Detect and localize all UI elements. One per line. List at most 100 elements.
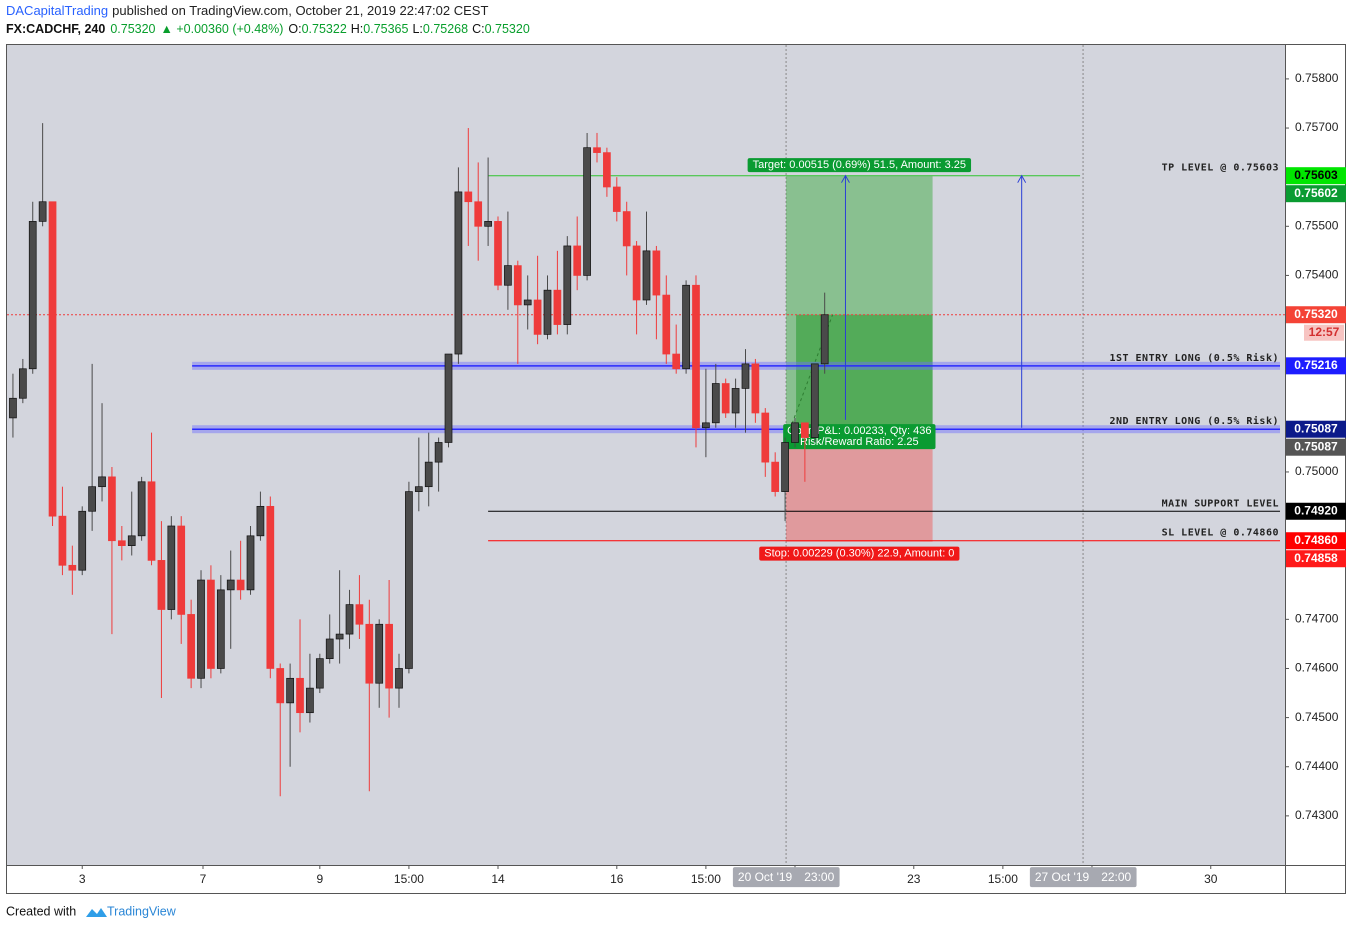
candle-body (791, 422, 799, 443)
candle-body (137, 481, 146, 537)
candle-body (127, 535, 136, 546)
candle-body (157, 560, 166, 610)
candle-body (820, 314, 829, 365)
ohlc-value: 0.75365 (363, 22, 408, 36)
candle-body (117, 540, 126, 546)
candle-body (801, 422, 809, 438)
candle-body (375, 623, 384, 684)
author[interactable]: DACapitalTrading (6, 3, 108, 18)
price-label-box (1286, 306, 1346, 324)
y-tick-label: 0.74700 (1295, 612, 1339, 626)
candle-body (464, 191, 473, 203)
candle-body (108, 476, 116, 542)
level-label: SL LEVEL @ 0.74860 (1162, 528, 1279, 539)
candle-body (385, 623, 393, 689)
price-label: 0.75216 (1294, 358, 1338, 372)
rr-label: Risk/Reward Ratio: 2.25 (800, 436, 919, 448)
symbol-line: FX:CADCHF, 240 0.75320 ▲ +0.00360 (+0.48%)… (6, 22, 530, 36)
marker-box (732, 867, 840, 888)
candle-body (177, 525, 186, 615)
candle-body (345, 604, 354, 635)
candle-body (414, 486, 423, 492)
candle-body (603, 152, 611, 188)
candle-body (286, 677, 294, 704)
candle-body (405, 491, 413, 669)
price-label-box (1286, 420, 1346, 438)
price-label-box (1286, 185, 1346, 203)
candle-body (702, 422, 710, 429)
ohlc-key: L: (412, 22, 422, 36)
candle-body (593, 147, 601, 153)
candle-body (424, 461, 433, 488)
candle-body (741, 363, 750, 389)
candle-body (38, 201, 47, 222)
candle-body (226, 579, 235, 591)
change: ▲ +0.00360 (+0.48%) (161, 22, 284, 36)
candle-body (325, 638, 334, 659)
candle-body (18, 368, 27, 399)
marker-time: 23:00 (804, 870, 834, 884)
candle-body (207, 579, 215, 669)
price-label-box (1286, 532, 1346, 550)
candle-body (187, 614, 195, 679)
pnl-box (783, 424, 936, 450)
candle-body (484, 221, 492, 227)
candle-body (662, 294, 671, 355)
candle-body (761, 412, 770, 463)
candle-body (612, 186, 621, 212)
price-label: 0.74920 (1294, 503, 1338, 517)
candle-body (533, 299, 542, 335)
candle-body (523, 299, 532, 306)
candle-body (147, 481, 156, 561)
level-label: 2ND ENTRY LONG (0.5% Risk) (1109, 415, 1279, 427)
level-label: TP LEVEL @ 0.75603 (1162, 163, 1279, 174)
candle-body (266, 505, 275, 669)
x-tick-label: 3 (79, 872, 86, 886)
candle-body (494, 221, 502, 286)
candle-body (58, 515, 67, 566)
y-tick-label: 0.75400 (1295, 268, 1339, 282)
countdown-box (1304, 324, 1344, 341)
ohlc-value: 0.75320 (485, 22, 530, 36)
candle-body (335, 633, 344, 640)
candle-body (504, 265, 512, 286)
marker-date: 27 Oct '19 (1035, 870, 1090, 884)
candle-body (692, 284, 700, 429)
x-tick-label: 7 (200, 872, 207, 886)
candle-body (306, 687, 314, 714)
candle-body (68, 564, 77, 571)
target-box (747, 158, 972, 173)
price-label-box (1286, 550, 1346, 568)
candle-body (454, 191, 463, 355)
target-label: Target: 0.00515 (0.69%) 51.5, Amount: 3.… (753, 159, 966, 171)
level-label: MAIN SUPPORT LEVEL (1162, 498, 1279, 509)
candle-body (48, 201, 57, 517)
candle-body (474, 201, 483, 227)
marker-time: 22:00 (1101, 870, 1131, 884)
plot-background (7, 45, 1285, 865)
arrow-head (1017, 174, 1027, 183)
candle-body (28, 221, 37, 370)
countdown: 12:57 (1309, 325, 1340, 339)
candle-body (810, 363, 819, 438)
candle-body (444, 353, 453, 443)
candle-body (751, 363, 760, 414)
candle-body (682, 284, 690, 370)
candle-body (276, 668, 285, 704)
footer-logo (86, 908, 107, 917)
candle-body (88, 486, 96, 512)
candle-body (395, 668, 403, 689)
footer-brand[interactable]: TradingView (107, 904, 177, 918)
candle-body (355, 604, 364, 625)
candle-body (652, 250, 661, 296)
ohlc-key: C: (472, 22, 485, 36)
ohlc-key: H: (351, 22, 364, 36)
x-tick-label: 15:00 (691, 872, 721, 886)
candle-body (553, 289, 562, 325)
y-tick-label: 0.75000 (1295, 464, 1339, 478)
candle-body (365, 623, 374, 684)
candle-body (573, 245, 582, 276)
price-label: 0.75320 (1294, 307, 1338, 321)
price-label-box (1286, 167, 1346, 185)
candle-body (246, 535, 255, 591)
